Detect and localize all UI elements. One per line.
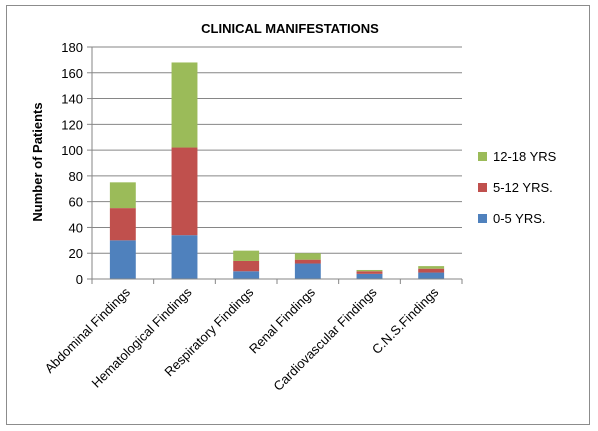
- y-tick-label: 20: [69, 246, 83, 261]
- y-tick-label: 0: [76, 272, 83, 287]
- y-tick-label: 160: [61, 66, 83, 81]
- axes: [91, 47, 463, 284]
- chart-frame: [6, 5, 590, 425]
- y-tick-label: 40: [69, 220, 83, 235]
- legend-swatch: [478, 183, 487, 192]
- bar-2-series-0: [233, 271, 260, 279]
- legend-label: 0-5 YRS.: [493, 211, 546, 226]
- bar-1-series-1: [171, 147, 198, 236]
- y-tick-label: 60: [69, 195, 83, 210]
- bar-0-series-2: [109, 182, 136, 209]
- x-tick-label: C.N.S.Findings: [369, 284, 442, 357]
- bars: [109, 62, 445, 279]
- x-tick-label: Hematological Findings: [88, 284, 195, 391]
- y-tick-label: 80: [69, 169, 83, 184]
- legend-swatch: [478, 152, 487, 161]
- bar-2-series-1: [233, 260, 260, 272]
- bar-5-series-0: [418, 272, 445, 279]
- gridlines: [92, 46, 462, 254]
- y-axis-ticks: 0 20 40 60 80 100 120 140 160 180: [61, 40, 92, 287]
- x-tick-label: Cardiovascular Findings: [270, 284, 380, 394]
- bar-4-series-0: [356, 273, 383, 279]
- legend-label: 12-18 YRS: [493, 149, 557, 164]
- bar-2-series-2: [233, 250, 260, 261]
- bar-4-series-1: [356, 271, 383, 274]
- bar-3-series-0: [294, 263, 321, 279]
- y-axis-label: Number of Patients: [30, 102, 45, 221]
- bar-4-series-2: [356, 269, 383, 272]
- y-tick-label: 180: [61, 40, 83, 55]
- chart-title: CLINICAL MANIFESTATIONS: [201, 21, 379, 36]
- y-tick-label: 120: [61, 117, 83, 132]
- bar-5-series-1: [418, 268, 445, 273]
- legend: 12-18 YRS 5-12 YRS. 0-5 YRS.: [478, 149, 557, 226]
- bar-0-series-0: [109, 240, 136, 279]
- bar-3-series-2: [294, 253, 321, 260]
- bar-0-series-1: [109, 208, 136, 241]
- legend-swatch: [478, 214, 487, 223]
- bar-1-series-2: [171, 62, 198, 148]
- bar-5-series-2: [418, 266, 445, 269]
- y-tick-label: 140: [61, 92, 83, 107]
- legend-label: 5-12 YRS.: [493, 180, 553, 195]
- bar-3-series-1: [294, 259, 321, 264]
- bar-1-series-0: [171, 235, 198, 279]
- y-tick-label: 100: [61, 143, 83, 158]
